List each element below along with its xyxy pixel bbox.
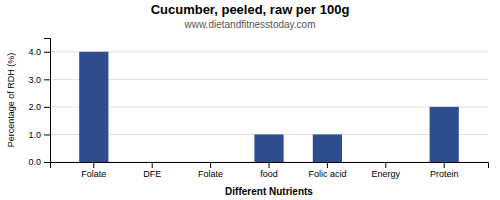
x-tick-label: DFE	[143, 169, 161, 179]
y-tick-label: 3.0	[28, 75, 41, 85]
x-tick-mark	[152, 162, 153, 168]
x-tick-label: Folate	[81, 169, 106, 179]
x-axis-title: Different Nutrients	[225, 186, 313, 197]
y-tick-label: 2.0	[28, 102, 41, 112]
subtitle: www.dietandfitnesstoday.com	[184, 19, 316, 30]
bar	[254, 134, 283, 162]
y-tick-label: 4.0	[28, 47, 41, 57]
x-tick-label: food	[260, 169, 278, 179]
bar	[371, 162, 400, 163]
chart-svg: Cucumber, peeled, raw per 100g www.dietan…	[0, 0, 500, 200]
y-tick: 0.0	[28, 157, 50, 167]
x-tick: DFE	[143, 162, 161, 179]
y-tick-mark	[44, 107, 50, 108]
bar	[313, 134, 342, 162]
bar	[430, 107, 459, 162]
x-tick-label: Folate	[198, 169, 223, 179]
x-tick-mark	[269, 162, 270, 168]
y-tick-label: 1.0	[28, 130, 41, 140]
x-tick-mark	[444, 162, 445, 168]
grid-line	[50, 79, 488, 80]
x-tick: Folate	[81, 162, 106, 179]
grid	[50, 52, 488, 162]
x-tick-label: Folic acid	[308, 169, 346, 179]
bars	[79, 52, 459, 162]
y-axis-title: Percentage of RDH (%)	[6, 53, 16, 148]
x-tick-mark	[385, 162, 386, 168]
x-tick: Folate	[198, 162, 223, 179]
x-tick: Energy	[372, 162, 401, 179]
bar	[79, 52, 108, 162]
title: Cucumber, peeled, raw per 100g	[151, 2, 350, 17]
x-tick: Protein	[430, 162, 459, 179]
y-tick: 1.0	[28, 130, 50, 140]
y-tick-mark	[44, 79, 50, 80]
y-axis: 0.0 1.0 2.0 3.0 4.0	[28, 39, 50, 168]
y-tick: 2.0	[28, 102, 50, 112]
x-tick-mark	[327, 162, 328, 168]
x-axis: Folate DFE Folate food Folic acid Energy Prote…	[51, 162, 489, 179]
y-tick: 4.0	[28, 47, 50, 57]
plot-area: Folate DFE Folate food Folic acid Energy Prote…	[28, 39, 488, 180]
grid-line	[50, 106, 488, 107]
y-tick-mark	[44, 162, 50, 163]
x-tick: food	[260, 162, 278, 179]
bar	[196, 162, 225, 163]
x-tick: Folic acid	[308, 162, 346, 179]
y-tick: 3.0	[28, 75, 50, 85]
y-tick-mark	[44, 52, 50, 53]
y-tick-mark	[44, 134, 50, 135]
x-tick-label: Protein	[430, 169, 459, 179]
x-tick-mark	[93, 162, 94, 168]
x-tick-mark	[210, 162, 211, 168]
x-tick-label: Energy	[372, 169, 401, 179]
bar	[138, 162, 167, 163]
x-axis-line	[51, 163, 489, 169]
y-axis-line	[44, 39, 51, 163]
grid-line	[50, 51, 488, 52]
y-tick-label: 0.0	[28, 157, 41, 167]
